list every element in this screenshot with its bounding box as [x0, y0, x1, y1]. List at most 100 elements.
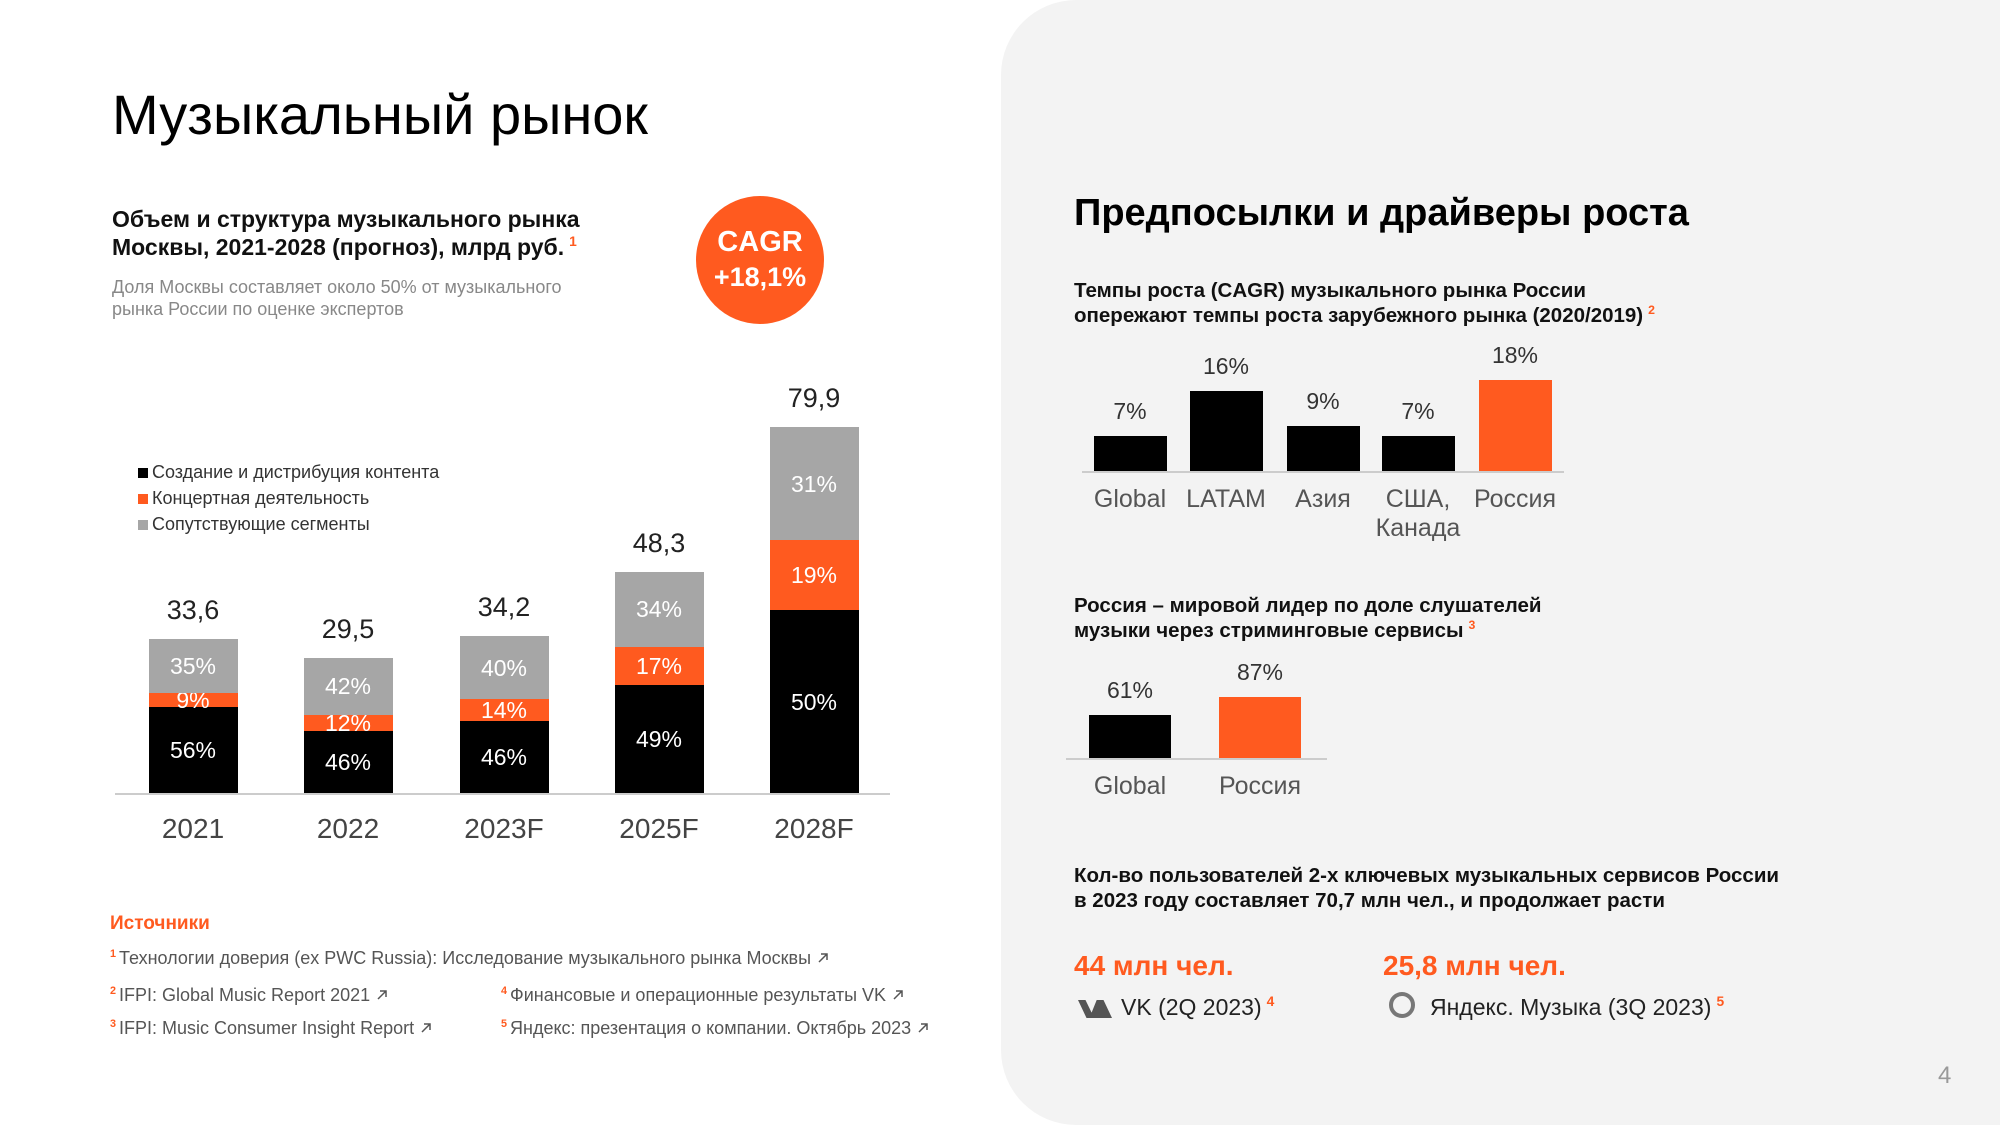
user-count: 25,8 млн чел. [1383, 950, 1566, 981]
chart-subtitle: Доля Москвы составляет около 50% от музы… [112, 277, 562, 319]
segment-label: 46% [324, 748, 372, 775]
segment-label: 49% [635, 725, 683, 752]
service-icon [1389, 992, 1415, 1018]
value-label: 7% [1113, 397, 1147, 424]
segment-label: 14% [480, 696, 528, 723]
bar-segment [459, 720, 549, 793]
footnote-mark: 4 [501, 985, 508, 997]
bar-segment [769, 427, 859, 541]
value-label: 16% [1202, 352, 1250, 379]
source-item: 4 Финансовые и операционные результаты VK [501, 985, 904, 1006]
chart-title-text: Темпы роста (CAGR) музыкального рынка Ро… [1074, 279, 1644, 327]
bar-segment [148, 706, 238, 793]
source-text: IFPI: Global Music Report 2021 [119, 985, 371, 1005]
users-text: Кол-во пользователей 2-х ключевых музыка… [1074, 864, 1780, 912]
x-tick-label: США, Канада [1375, 485, 1461, 542]
link-arrow[interactable] [817, 952, 829, 964]
sources-title: Источники [110, 913, 210, 934]
bar-segment [303, 730, 393, 793]
legend-label: Создание и дистрибуция контента [152, 462, 440, 482]
x-tick-label: 2023F [464, 813, 544, 844]
chart-heading-text: Объем и структура музыкального рынка Мос… [112, 206, 580, 261]
x-tick-label: Global [1093, 485, 1167, 513]
arrow-path [818, 953, 828, 963]
link-arrow[interactable] [892, 989, 904, 1001]
bar-segment [148, 692, 238, 707]
stacked-bar: 56% 9% 35% [148, 639, 238, 793]
source-text: IFPI: Music Consumer Insight Report [119, 1018, 415, 1038]
stacked-bar: 50% 19% 31% [769, 427, 859, 793]
bar-segment [459, 636, 549, 699]
bar [1189, 390, 1263, 471]
arrow-path [377, 990, 387, 1000]
legend-swatch [138, 468, 148, 478]
legend-label: Концертная деятельность [152, 488, 370, 508]
segment-label: 17% [635, 652, 683, 679]
x-tick-label: 2025F [619, 813, 699, 844]
segment-label: 56% [169, 736, 217, 763]
value-label: 61% [1106, 677, 1154, 704]
segment-label: 31% [790, 470, 838, 497]
arrow-path [918, 1023, 928, 1033]
total-label: 48,3 [632, 527, 686, 558]
axis-line [1066, 758, 1327, 760]
x-tick-label: Азия [1295, 485, 1351, 513]
chart-title: Темпы роста (CAGR) музыкального рынка Ро… [1074, 278, 1655, 328]
source-item: 3 IFPI: Music Consumer Insight Report [110, 1018, 432, 1039]
bar-segment [614, 571, 704, 647]
page-number: 4 [1938, 1062, 1952, 1089]
chart-title-text: Россия – мировой лидер по доле слушателе… [1074, 594, 1542, 642]
axis-line [115, 793, 890, 795]
chart-heading: Объем и структура музыкального рынка Мос… [112, 205, 580, 261]
bar [1286, 425, 1360, 471]
arrow-path [421, 1023, 431, 1033]
bar-segment [148, 639, 238, 693]
link-arrow[interactable] [420, 1022, 432, 1034]
footnote-mark: 5 [501, 1018, 508, 1030]
stacked-bar: 46% 14% 40% [459, 636, 549, 793]
service-label: VK (2Q 2023) 4 [1121, 993, 1274, 1021]
footnote-mark: 2 [1648, 303, 1655, 318]
link-arrow[interactable] [376, 989, 388, 1001]
bar-segment [303, 714, 393, 731]
footnote-mark: 1 [569, 234, 577, 250]
total-label: 79,9 [787, 383, 841, 414]
total-label: 34,2 [477, 592, 531, 623]
x-tick-label: 2022 [316, 813, 380, 844]
slide-title: Музыкальный рынок [112, 83, 648, 146]
footnote-mark: 4 [1266, 994, 1275, 1010]
footnote-mark: 3 [110, 1018, 117, 1030]
bar [1093, 435, 1167, 471]
cagr-badge [696, 196, 824, 324]
service-label-text: VK (2Q 2023) [1121, 994, 1262, 1020]
source-item: 1 Технологии доверия (ex PWC Russia): Исс… [110, 948, 829, 969]
segment-label: 34% [635, 596, 683, 623]
source-text: Яндекс: презентация о компании. Октябрь … [510, 1018, 912, 1038]
bar [1478, 380, 1552, 471]
axis-line [1082, 471, 1564, 473]
service-label-text: Яндекс. Музыка (3Q 2023) [1430, 994, 1712, 1020]
bar-segment [614, 646, 704, 685]
footnote-mark: 3 [1468, 618, 1476, 633]
source-text: Технологии доверия (ex PWC Russia): Иссл… [119, 948, 812, 968]
right-panel [1001, 0, 2000, 1125]
segment-label: 50% [790, 688, 838, 715]
bar [1381, 435, 1455, 471]
bar-segment [614, 684, 704, 793]
source-item: 2 IFPI: Global Music Report 2021 [110, 985, 388, 1006]
segment-label: 19% [790, 562, 838, 589]
legend-swatch [138, 494, 148, 504]
user-count: 44 млн чел. [1074, 950, 1234, 981]
cagr-value: +18,1% [713, 262, 807, 292]
chart-title: Россия – мировой лидер по доле слушателе… [1074, 593, 1542, 643]
x-tick-label: Россия [1219, 772, 1301, 800]
arrow-path [893, 990, 903, 1000]
x-tick-label: Global [1093, 772, 1167, 800]
footnote-mark: 2 [110, 985, 117, 997]
x-tick-label: Россия [1474, 485, 1556, 513]
footnote-mark: 5 [1716, 994, 1725, 1010]
segment-label: 35% [169, 653, 217, 680]
link-arrow[interactable] [917, 1022, 929, 1034]
value-label: 9% [1306, 387, 1340, 414]
